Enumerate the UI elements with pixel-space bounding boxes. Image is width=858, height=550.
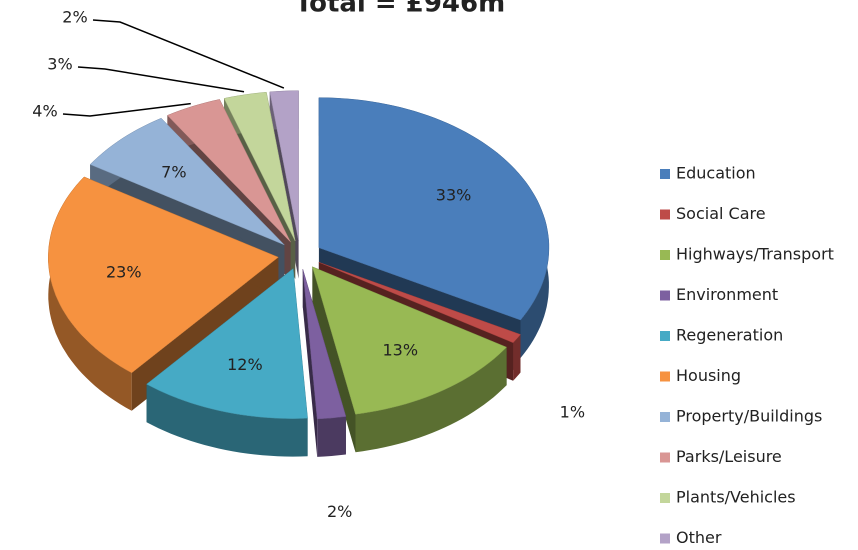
legend-label: Environment [676, 285, 778, 304]
slice-rim [513, 334, 521, 381]
legend-label: Social Care [676, 204, 766, 223]
legend-label: Other [676, 528, 722, 547]
data-label: 33% [436, 185, 472, 204]
slice [318, 97, 550, 321]
slice [89, 117, 285, 246]
slice-rim [317, 416, 346, 457]
data-label: 4% [32, 102, 57, 121]
slice-side [312, 266, 356, 453]
legend-label: Regeneration [676, 326, 783, 345]
legend-swatch [660, 169, 670, 179]
legend-swatch [660, 331, 670, 341]
slice [166, 99, 291, 243]
legend-swatch [660, 250, 670, 260]
slice-rim [355, 347, 507, 453]
leader-line [77, 66, 245, 93]
slice [223, 91, 296, 242]
slice-rim [146, 384, 308, 457]
legend-swatch [660, 412, 670, 422]
slice [312, 266, 508, 415]
data-label: 7% [161, 162, 186, 181]
slice [318, 262, 521, 343]
legend-swatch [660, 452, 670, 463]
data-label: 1% [560, 403, 585, 422]
legend-swatch [660, 290, 670, 301]
legend-label: Parks/Leisure [676, 447, 782, 466]
legend-swatch [660, 493, 670, 503]
legend-swatch [660, 371, 670, 382]
legend-label: Education [676, 164, 756, 183]
data-label: 2% [62, 8, 87, 27]
slice [269, 90, 299, 241]
leader-line [92, 19, 285, 89]
legend-label: Highways/Transport [676, 245, 834, 264]
data-label: 2% [327, 502, 352, 521]
data-label: 3% [47, 55, 72, 74]
chart-title: Total = £946m [295, 0, 505, 19]
legend-label: Plants/Vehicles [676, 488, 796, 507]
legend-swatch [660, 209, 670, 220]
slice-side [302, 269, 318, 457]
data-label: 13% [382, 341, 418, 360]
legend-swatch [660, 533, 670, 544]
slice [146, 268, 308, 419]
data-label: 23% [106, 263, 142, 282]
leader-line [62, 102, 191, 117]
slice-rim [48, 176, 132, 411]
legend-label: Housing [676, 366, 741, 385]
legend-label: Property/Buildings [676, 407, 822, 426]
slice [302, 269, 347, 420]
slice [48, 176, 279, 374]
pie-tops [48, 90, 550, 420]
data-label: 12% [227, 355, 263, 374]
